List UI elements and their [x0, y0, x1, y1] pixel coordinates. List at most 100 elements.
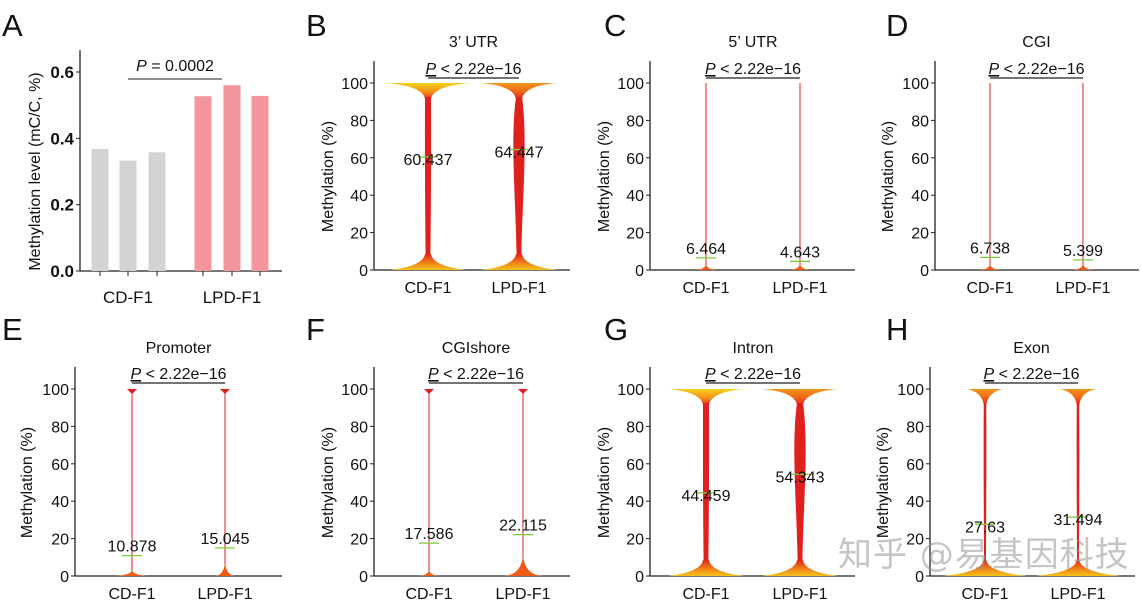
panel-g: G 0 20 40 60 80 100 Methylation (%) Intron P < 2.… — [596, 312, 855, 600]
y-tick-label: 80 — [51, 419, 69, 436]
y-tick-label: 60 — [626, 457, 644, 474]
y-axis-label: Methylation (%) — [19, 427, 36, 538]
y-tick-label: 100 — [902, 76, 929, 93]
panel-letter: G — [604, 312, 628, 347]
violin-bottom-lobe — [790, 264, 810, 270]
y-tick-label: 20 — [626, 226, 644, 243]
violin-top-lobe — [967, 389, 1003, 405]
y-tick-label: 60 — [906, 457, 924, 474]
p-value-annotation: P < 2.22e−16 — [705, 61, 801, 78]
x-category-label: CD-F1 — [405, 586, 452, 600]
violin-body — [424, 97, 432, 256]
p-value-annotation: P < 2.22e−16 — [705, 366, 801, 383]
y-tick-label: 80 — [911, 113, 929, 130]
median-value-label: 60.437 — [404, 152, 453, 169]
violin-body — [1076, 403, 1080, 562]
y-tick-label: 0 — [359, 569, 368, 586]
x-category-label: CD-F1 — [404, 280, 451, 297]
y-tick-label: 60 — [350, 151, 368, 168]
x-category-label: CD-F1 — [682, 586, 729, 600]
bar-lpd-f1-2 — [223, 85, 241, 272]
x-category-label: LPD-F1 — [203, 288, 262, 307]
y-tick-label: 0 — [915, 569, 924, 586]
y-tick-label: 20 — [350, 226, 368, 243]
median-value-label: 10.878 — [108, 539, 157, 556]
p-value-annotation: P < 2.22e−16 — [425, 61, 521, 78]
median-value-label: 6.464 — [686, 241, 726, 258]
panel-letter: C — [604, 8, 626, 43]
violin-bottom-lobe — [762, 560, 838, 576]
median-value-label: 5.399 — [1063, 243, 1103, 260]
panel-letter: F — [306, 312, 325, 347]
y-tick-label: 40 — [626, 188, 644, 205]
panel-d: D 0 20 40 60 80 100 Methylation (%) CGI P < 2.22e… — [880, 8, 1139, 297]
violin-body — [983, 403, 987, 562]
bar-cd-f1-3 — [148, 152, 166, 271]
x-category-label: LPD-F1 — [491, 280, 546, 297]
y-tick-label: 60 — [350, 457, 368, 474]
median-value-label: 15.045 — [201, 531, 250, 548]
panel-b: B 0 20 40 60 80 100 Methylation (%) 3’ UTR P < 2.… — [306, 8, 570, 297]
y-axis-label: Methylation (%) — [596, 121, 613, 232]
y-axis-label: Methylation (%) — [596, 427, 613, 538]
y-tick-label: 0 — [635, 569, 644, 586]
y-tick-label: 60 — [626, 151, 644, 168]
violin-lpd-f1 — [481, 83, 557, 270]
violin-top-lobe — [385, 83, 471, 99]
y-tick-label: 20 — [51, 532, 69, 549]
violin-lpd-f1 — [790, 83, 810, 270]
violin-bottom-lobe — [481, 254, 557, 270]
p-value-annotation: P < 2.22e−16 — [428, 366, 524, 383]
y-tick-label: 0.2 — [50, 196, 74, 215]
panel-letter: B — [306, 8, 327, 43]
y-tick-label: 80 — [906, 419, 924, 436]
y-tick-label: 0.6 — [50, 63, 74, 82]
violin-bottom-lobe — [980, 264, 1000, 270]
y-tick-label: 40 — [906, 494, 924, 511]
violin-lpd-f1 — [215, 389, 235, 576]
violin-bottom-lobe — [503, 554, 543, 576]
panel-title: Promoter — [146, 340, 212, 357]
median-value-label: 6.738 — [970, 240, 1010, 257]
y-tick-label: 0 — [359, 263, 368, 280]
median-value-label: 27.63 — [965, 519, 1005, 536]
x-category-label: LPD-F1 — [197, 586, 252, 600]
violin-cd-f1 — [943, 389, 1027, 576]
y-tick-label: 100 — [341, 382, 368, 399]
y-tick-label: 80 — [350, 419, 368, 436]
violin-cd-f1 — [419, 389, 439, 576]
y-tick-label: 0.4 — [50, 129, 74, 148]
panel-h: H 0 20 40 60 80 100 Methylation (%) Exon P < 2.22… — [875, 312, 1135, 600]
panel-letter: A — [2, 8, 23, 43]
y-tick-label: 40 — [350, 494, 368, 511]
y-tick-label: 20 — [626, 532, 644, 549]
x-category-label: CD-F1 — [961, 586, 1008, 600]
y-axis-label: Methylation level (mC/C, %) — [27, 72, 44, 270]
violin-cd-f1 — [980, 83, 1000, 270]
y-tick-label: 100 — [617, 76, 644, 93]
violin-bottom-lobe — [668, 560, 744, 576]
violin-bottom-lobe — [215, 562, 235, 576]
y-tick-label: 40 — [350, 188, 368, 205]
median-value-label: 31.494 — [1054, 512, 1103, 529]
violin-body — [513, 97, 525, 256]
violin-lpd-f1 — [1036, 389, 1120, 576]
x-category-label: CD-F1 — [682, 280, 729, 297]
x-category-label: LPD-F1 — [1055, 280, 1110, 297]
y-tick-label: 40 — [911, 188, 929, 205]
x-category-label: LPD-F1 — [1050, 586, 1105, 600]
x-category-label: LPD-F1 — [772, 586, 827, 600]
y-axis-label: Methylation (%) — [320, 121, 337, 232]
violin-lpd-f1 — [1073, 83, 1093, 270]
y-axis-label: Methylation (%) — [320, 427, 337, 538]
violin-bottom-lobe — [1036, 560, 1120, 576]
panel-title: Exon — [1013, 340, 1049, 357]
p-value-annotation: P < 2.22e−16 — [988, 61, 1084, 78]
violin-cd-f1 — [696, 83, 716, 270]
violin-bottom-lobe — [943, 560, 1027, 576]
violin-top-lobe — [668, 389, 744, 405]
violin-top-lobe — [518, 389, 528, 394]
p-value-annotation: P < 2.22e−16 — [130, 366, 226, 383]
x-category-label: CD-F1 — [966, 280, 1013, 297]
